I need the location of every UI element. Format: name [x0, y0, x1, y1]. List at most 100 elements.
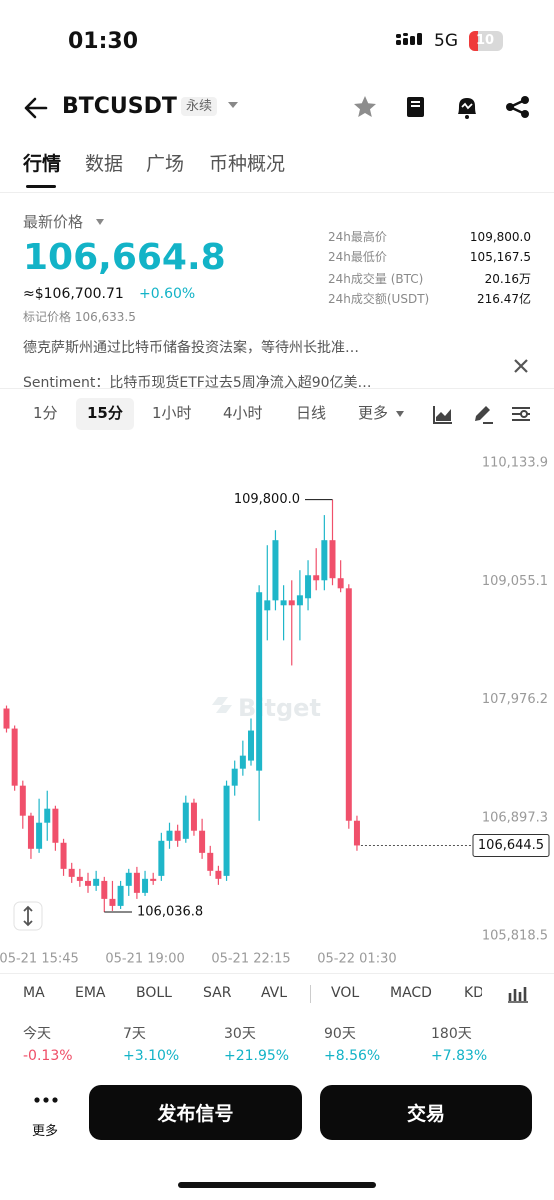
indicator[interactable]: KDJ	[464, 985, 482, 1001]
back-button[interactable]	[22, 95, 50, 121]
candle-body	[280, 600, 287, 606]
high-label: 109,800.0	[234, 492, 300, 507]
interval-selected-bg	[76, 398, 134, 430]
interval[interactable]: 日线	[296, 404, 327, 422]
battery: 10	[469, 31, 503, 51]
period: 今天	[23, 1026, 51, 1042]
more-icon[interactable]	[33, 1096, 59, 1104]
network: 5G	[434, 31, 458, 51]
share-icon[interactable]	[505, 95, 531, 119]
candle-body	[166, 830, 173, 841]
stat-label: 24h成交量 (BTC)	[328, 272, 424, 286]
y-tick-label: 107,976.2	[482, 692, 548, 707]
candle-body	[329, 540, 336, 579]
period-change: +7.83%	[431, 1048, 488, 1064]
signal-button[interactable]: 发布信号	[89, 1085, 302, 1140]
candle-body	[68, 868, 75, 877]
candle-body	[85, 880, 91, 886]
candle-body	[190, 802, 197, 831]
last-price-box	[472, 833, 550, 857]
candle-body	[207, 852, 214, 871]
period-change: +3.10%	[123, 1048, 180, 1064]
symbol[interactable]: BTCUSDT	[62, 94, 177, 119]
candle-body	[199, 830, 206, 853]
tab[interactable]: 币种概况	[209, 153, 286, 175]
interval[interactable]: 更多	[358, 404, 389, 422]
mark-price: 标记价格 106,633.5	[23, 310, 136, 324]
y-tick-label: 109,055.1	[482, 574, 548, 589]
divider	[0, 388, 554, 389]
interval[interactable]: 1小时	[152, 404, 192, 422]
tab[interactable]: 数据	[85, 153, 124, 175]
stat-label: 24h最高价	[328, 230, 387, 244]
alert-icon[interactable]	[454, 94, 480, 120]
candle-body	[272, 540, 279, 601]
candle-body	[223, 785, 230, 876]
candle-body	[76, 876, 83, 881]
candle-body	[52, 808, 59, 843]
period: 7天	[123, 1026, 146, 1042]
signal-icon	[396, 33, 422, 45]
indicator-settings[interactable]	[507, 983, 529, 1003]
interval[interactable]: 4小时	[223, 404, 263, 422]
indicator[interactable]: MA	[23, 985, 45, 1001]
chart-type-icon[interactable]	[432, 403, 454, 425]
scale-toggle-icon	[23, 905, 33, 927]
indicator[interactable]: SAR	[203, 985, 232, 1001]
period-change: -0.13%	[23, 1048, 73, 1064]
settings-icon[interactable]	[510, 404, 532, 424]
candle-body	[345, 588, 352, 821]
y-tick-label: 105,818.5	[482, 928, 548, 943]
x-tick-label: 05-22 01:30	[317, 952, 396, 967]
symbol-caret[interactable]	[227, 100, 239, 110]
period: 90天	[324, 1026, 356, 1042]
indicator-bar: MA EMA BOLL SAR AVL VOL MACD KDJ	[0, 984, 482, 1006]
price-change: +0.60%	[139, 286, 196, 302]
home-indicator	[178, 1182, 376, 1188]
x-tick-label: 05-21 22:15	[211, 952, 290, 967]
separator	[310, 985, 311, 1003]
caret	[96, 219, 104, 225]
indicator[interactable]: MACD	[390, 985, 432, 1001]
stat-value: 109,800.0	[469, 230, 531, 244]
news-ticker[interactable]: 德克萨斯州通过比特币储备投资法案，等待州长批准… Sentiment：比特币现货…	[0, 338, 500, 388]
watermark: Bitget	[238, 694, 321, 722]
candle-body	[125, 872, 132, 886]
candle-body	[231, 768, 238, 786]
candle-body	[27, 815, 34, 849]
tab[interactable]: 行情	[23, 153, 62, 175]
candle-body	[109, 898, 116, 906]
interval[interactable]: 1分	[33, 404, 58, 422]
draw-icon[interactable]	[471, 403, 495, 425]
indicator[interactable]: AVL	[261, 985, 288, 1001]
y-tick-label: 106,897.3	[482, 810, 548, 825]
candle-body	[11, 728, 18, 786]
watermark-logo	[212, 697, 232, 713]
info-icon[interactable]	[404, 95, 428, 119]
candle-body	[36, 822, 43, 849]
close-news[interactable]	[512, 357, 530, 375]
candle-body	[93, 878, 100, 886]
indicator[interactable]: EMA	[75, 985, 106, 1001]
caret	[396, 411, 404, 417]
period: 180天	[431, 1026, 472, 1042]
favorite-icon[interactable]	[352, 94, 378, 120]
trade-button[interactable]: 交易	[320, 1085, 532, 1140]
interval[interactable]: 15分	[87, 404, 123, 422]
x-tick-label: 05-21 19:00	[105, 952, 184, 967]
candle-body	[248, 730, 254, 761]
tab[interactable]: 广场	[146, 153, 185, 175]
indicator[interactable]: VOL	[331, 985, 360, 1001]
news-item[interactable]: Sentiment：比特币现货ETF过去5周净流入超90亿美…	[23, 375, 372, 388]
news-item[interactable]: 德克萨斯州通过比特币储备投资法案，等待州长批准…	[23, 340, 359, 356]
stat-value: 105,167.5	[469, 250, 531, 264]
last-price-label: 106,644.5	[478, 838, 544, 853]
divider	[0, 192, 554, 193]
x-tick-label: 05-21 15:45	[0, 952, 79, 967]
more-label[interactable]: 更多	[32, 1124, 59, 1139]
indicator[interactable]: BOLL	[136, 985, 172, 1001]
candle-body	[133, 872, 140, 893]
contract-tag: 永续	[181, 97, 218, 116]
candle-body	[117, 885, 124, 906]
divider	[0, 973, 554, 974]
